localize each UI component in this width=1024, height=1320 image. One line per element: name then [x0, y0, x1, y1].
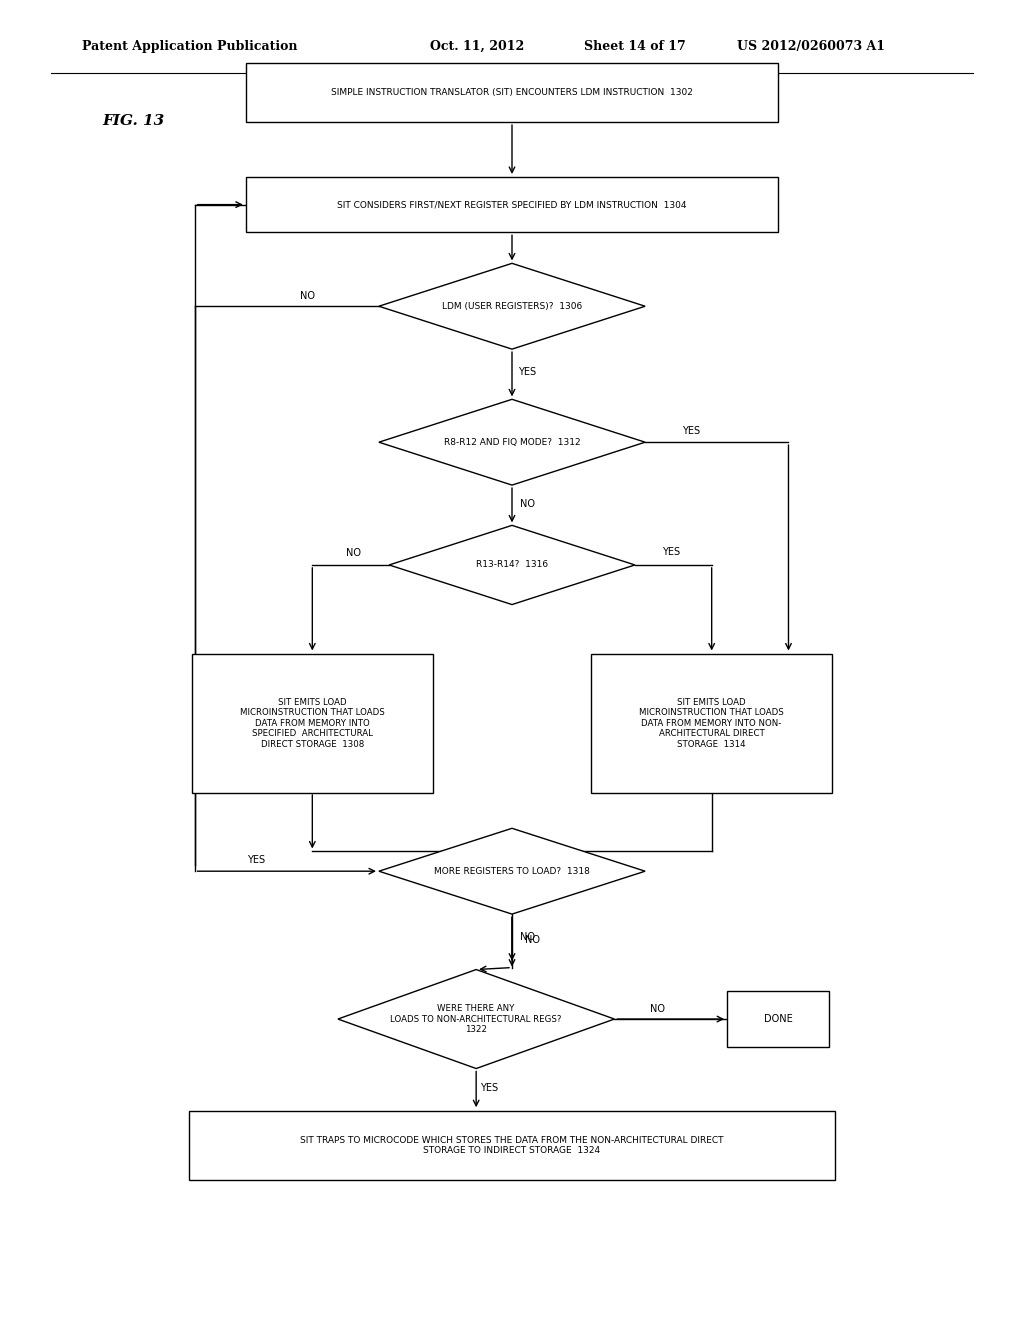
Text: YES: YES — [518, 367, 537, 378]
Text: SIT EMITS LOAD
MICROINSTRUCTION THAT LOADS
DATA FROM MEMORY INTO NON-
ARCHITECTU: SIT EMITS LOAD MICROINSTRUCTION THAT LOA… — [639, 698, 784, 748]
Text: SIT TRAPS TO MICROCODE WHICH STORES THE DATA FROM THE NON-ARCHITECTURAL DIRECT
S: SIT TRAPS TO MICROCODE WHICH STORES THE … — [300, 1137, 724, 1155]
Text: NO: NO — [300, 290, 314, 301]
FancyBboxPatch shape — [591, 653, 831, 792]
FancyBboxPatch shape — [246, 62, 778, 121]
Polygon shape — [389, 525, 635, 605]
Text: NO: NO — [650, 1003, 665, 1014]
Text: WERE THERE ANY
LOADS TO NON-ARCHITECTURAL REGS?
1322: WERE THERE ANY LOADS TO NON-ARCHITECTURA… — [390, 1005, 562, 1034]
Text: NO: NO — [520, 499, 535, 510]
Polygon shape — [379, 829, 645, 913]
Polygon shape — [379, 399, 645, 484]
Text: SIMPLE INSTRUCTION TRANSLATOR (SIT) ENCOUNTERS LDM INSTRUCTION  1302: SIMPLE INSTRUCTION TRANSLATOR (SIT) ENCO… — [331, 88, 693, 96]
FancyBboxPatch shape — [193, 653, 432, 792]
Text: US 2012/0260073 A1: US 2012/0260073 A1 — [737, 40, 886, 53]
Text: YES: YES — [480, 1082, 499, 1093]
Text: NO: NO — [525, 935, 541, 945]
Text: R8-R12 AND FIQ MODE?  1312: R8-R12 AND FIQ MODE? 1312 — [443, 438, 581, 446]
FancyBboxPatch shape — [727, 991, 829, 1047]
Text: FIG. 13: FIG. 13 — [102, 115, 165, 128]
Text: R13-R14?  1316: R13-R14? 1316 — [476, 561, 548, 569]
Text: SIT CONSIDERS FIRST/NEXT REGISTER SPECIFIED BY LDM INSTRUCTION  1304: SIT CONSIDERS FIRST/NEXT REGISTER SPECIF… — [337, 201, 687, 209]
Text: SIT EMITS LOAD
MICROINSTRUCTION THAT LOADS
DATA FROM MEMORY INTO
SPECIFIED  ARCH: SIT EMITS LOAD MICROINSTRUCTION THAT LOA… — [240, 698, 385, 748]
Text: NO: NO — [346, 548, 360, 558]
Text: Oct. 11, 2012: Oct. 11, 2012 — [430, 40, 524, 53]
FancyBboxPatch shape — [246, 177, 778, 232]
Text: LDM (USER REGISTERS)?  1306: LDM (USER REGISTERS)? 1306 — [442, 302, 582, 310]
Text: Patent Application Publication: Patent Application Publication — [82, 40, 297, 53]
Text: YES: YES — [662, 546, 680, 557]
Polygon shape — [338, 969, 614, 1069]
FancyBboxPatch shape — [189, 1111, 835, 1180]
Text: MORE REGISTERS TO LOAD?  1318: MORE REGISTERS TO LOAD? 1318 — [434, 867, 590, 875]
Text: YES: YES — [247, 854, 265, 865]
Polygon shape — [379, 263, 645, 348]
Text: YES: YES — [682, 425, 700, 436]
Text: NO: NO — [520, 932, 535, 942]
Text: Sheet 14 of 17: Sheet 14 of 17 — [584, 40, 685, 53]
Text: DONE: DONE — [764, 1014, 793, 1024]
